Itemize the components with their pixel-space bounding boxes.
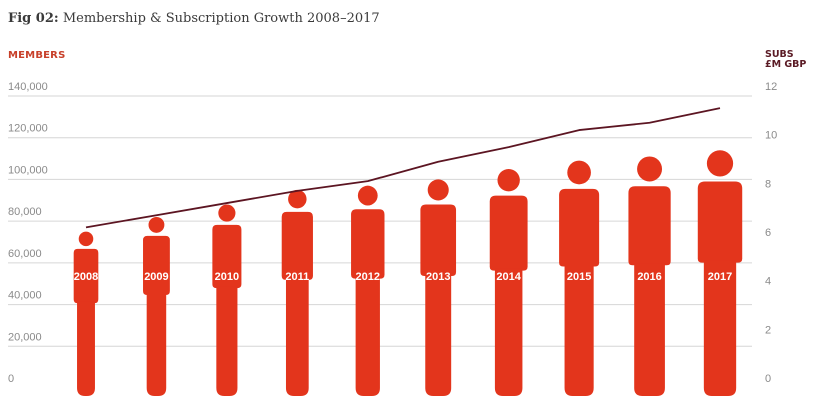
- right-tick-label: 4: [765, 276, 771, 288]
- left-tick-label: 0: [8, 373, 14, 385]
- member-figure: 2013: [420, 179, 457, 396]
- category-label: 2015: [567, 271, 591, 283]
- member-head: [288, 189, 307, 209]
- category-label: 2010: [215, 271, 239, 283]
- member-legs: [285, 277, 309, 396]
- member-torso: [73, 248, 99, 304]
- left-tick-label: 80,000: [8, 206, 42, 218]
- right-axis-title-line2: £M GBP: [765, 59, 807, 70]
- figure-title: Fig 02: Membership & Subscription Growth…: [8, 11, 380, 26]
- member-legs: [703, 260, 737, 396]
- member-figure: 2008: [73, 231, 99, 396]
- member-head: [148, 216, 165, 233]
- right-tick-label: 12: [765, 81, 777, 93]
- category-label: 2013: [426, 271, 450, 283]
- member-head: [427, 179, 449, 201]
- member-figure: 2014: [489, 169, 528, 396]
- member-figure: 2015: [559, 160, 600, 396]
- member-legs: [216, 286, 238, 396]
- left-tick-label: 20,000: [8, 331, 42, 343]
- category-label: 2017: [708, 271, 732, 283]
- category-label: 2009: [144, 271, 168, 283]
- right-tick-label: 8: [765, 178, 771, 190]
- figure-title-text: Membership & Subscription Growth 2008–20…: [62, 11, 380, 26]
- left-tick-label: 120,000: [8, 123, 48, 135]
- category-label: 2011: [285, 271, 309, 283]
- subs-line: [85, 107, 721, 229]
- left-tick-label: 100,000: [8, 164, 48, 176]
- category-label: 2012: [356, 271, 380, 283]
- left-axis-title: MEMBERS: [8, 50, 66, 61]
- left-tick-label: 40,000: [8, 290, 42, 302]
- member-figure: 2017: [697, 150, 743, 396]
- subs-line-layer: [85, 107, 721, 229]
- member-head: [357, 185, 378, 206]
- left-tick-label: 140,000: [8, 81, 48, 93]
- member-head: [78, 231, 94, 247]
- member-legs: [564, 264, 594, 396]
- left-axis-ticks: 0 20,000 40,000 60,000 80,000 100,000 120,000 1…: [8, 81, 48, 385]
- right-axis-title-line1: SUBS: [765, 49, 794, 60]
- member-torso: [351, 209, 385, 279]
- right-tick-label: 2: [765, 324, 771, 336]
- member-torso: [559, 188, 600, 267]
- right-tick-label: 10: [765, 130, 777, 142]
- gridlines: [8, 95, 752, 347]
- member-figure: 2012: [351, 185, 385, 396]
- member-head: [497, 169, 520, 192]
- member-head: [706, 150, 734, 177]
- member-figure: 2010: [212, 204, 242, 396]
- member-legs: [77, 301, 95, 396]
- member-torso: [420, 204, 457, 277]
- member-torso: [281, 211, 313, 280]
- member-figure: 2011: [281, 189, 313, 396]
- category-label: 2014: [496, 271, 521, 283]
- member-figure: 2009: [143, 216, 170, 396]
- member-legs: [634, 263, 665, 396]
- member-head: [567, 160, 591, 185]
- member-figures: 2008 2009 2010 2011 2012 2013 2014 2015 2016 2017: [73, 150, 743, 396]
- left-tick-label: 60,000: [8, 248, 42, 260]
- right-tick-label: 0: [765, 373, 771, 385]
- category-label: 2008: [74, 271, 98, 283]
- member-legs: [146, 292, 167, 396]
- member-torso: [628, 186, 671, 266]
- member-torso: [143, 235, 170, 295]
- member-torso: [489, 195, 528, 271]
- member-legs: [355, 276, 380, 396]
- right-axis-ticks: 0 2 4 6 8 10 12: [765, 81, 777, 385]
- member-figure: 2016: [628, 156, 671, 396]
- right-tick-label: 6: [765, 227, 771, 239]
- member-head: [637, 156, 663, 182]
- member-head: [218, 204, 236, 222]
- right-axis-title: SUBS £M GBP: [765, 50, 806, 70]
- member-torso: [697, 181, 743, 263]
- figure-label: Fig 02:: [8, 11, 59, 26]
- member-torso: [212, 224, 242, 289]
- member-legs: [494, 268, 523, 396]
- category-label: 2016: [637, 271, 661, 283]
- member-legs: [425, 274, 452, 396]
